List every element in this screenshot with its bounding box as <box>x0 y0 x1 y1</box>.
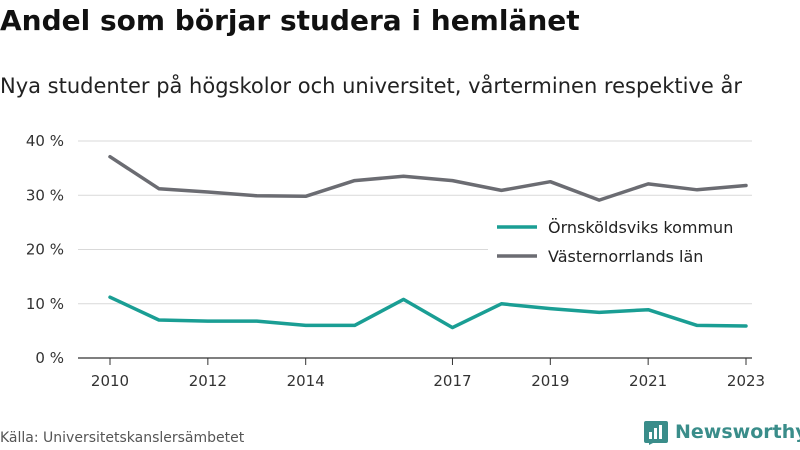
x-tick-label: 2019 <box>531 372 569 390</box>
x-tick-label: 2014 <box>287 372 325 390</box>
source-note: Källa: Universitetskanslersämbetet <box>0 430 245 446</box>
x-tick-label: 2012 <box>189 372 227 390</box>
series-lines <box>108 154 748 330</box>
x-tick-label: 2010 <box>91 372 129 390</box>
brand-name: Newsworthy <box>675 421 800 443</box>
line-chart: 0 % 10 % 20 % 30 % 40 % 2010 2012 2014 2017 2019… <box>26 132 765 390</box>
y-axis: 0 % 10 % 20 % 30 % 40 % <box>26 132 64 367</box>
y-tick-label: 10 % <box>26 295 64 313</box>
chart-subtitle: Nya studenter på högskolor och universit… <box>0 74 742 98</box>
y-tick-label: 40 % <box>26 132 64 150</box>
series-line-1 <box>108 154 748 202</box>
legend: Örnsköldsviks kommun Västernorrlands län <box>488 212 760 270</box>
legend-label: Örnsköldsviks kommun <box>548 218 733 237</box>
newsworthy-logo-icon <box>644 421 668 445</box>
y-tick-label: 20 % <box>26 241 64 259</box>
x-tick-label: 2023 <box>727 372 765 390</box>
brand-logo: Newsworthy <box>643 419 800 445</box>
chart-title: Andel som börjar studera i hemlänet <box>0 4 580 37</box>
x-tick-label: 2021 <box>629 372 667 390</box>
series-line-0 <box>108 295 748 330</box>
x-tick-label: 2017 <box>433 372 471 390</box>
y-tick-label: 0 % <box>35 349 64 367</box>
x-axis: 2010 2012 2014 2017 2019 2021 2023 <box>91 358 765 390</box>
legend-background <box>488 212 760 270</box>
y-tick-label: 30 % <box>26 186 64 204</box>
legend-label: Västernorrlands län <box>548 247 703 266</box>
